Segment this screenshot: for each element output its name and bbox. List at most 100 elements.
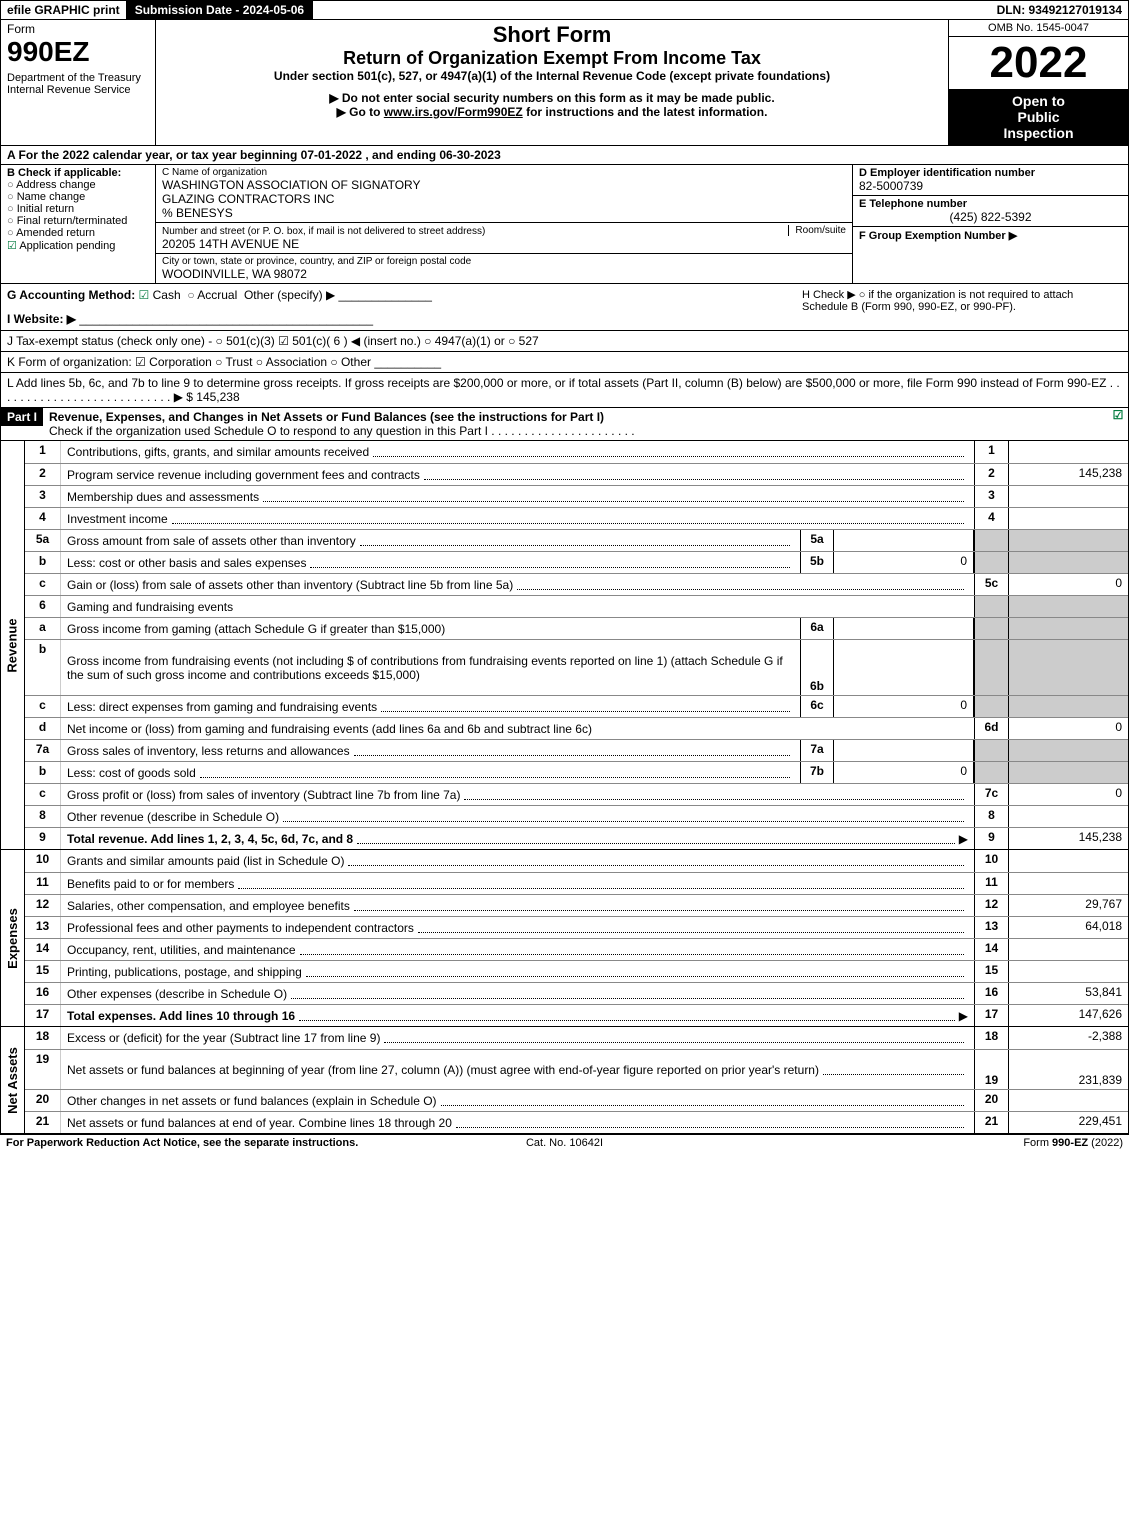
ln-6b-desc: Gross income from fundraising events (no…	[67, 654, 794, 682]
form-header: Form 990EZ Department of the Treasury In…	[0, 20, 1129, 146]
irs-label: Internal Revenue Service	[7, 84, 149, 96]
ln-15-rv	[1008, 961, 1128, 982]
k-text: K Form of organization: ☑ Corporation ○ …	[7, 355, 371, 369]
ln-9-rn: 9	[974, 828, 1008, 849]
ln-21-num: 21	[25, 1112, 61, 1133]
ln-4-num: 4	[25, 508, 61, 529]
ln-5c-rn: 5c	[974, 574, 1008, 595]
cb-address-change[interactable]: Address change	[7, 179, 149, 191]
ln-7b-rv	[1008, 762, 1128, 783]
ln-13-num: 13	[25, 917, 61, 938]
d-ein-block: D Employer identification number 82-5000…	[853, 165, 1128, 196]
ln-6a-mv	[834, 618, 974, 639]
ln-6b-rn	[974, 640, 1008, 695]
ln-7b-mv: 0	[834, 762, 974, 783]
footer-form-ref: Form 990-EZ (2022)	[751, 1137, 1123, 1149]
cb-final-return[interactable]: Final return/terminated	[7, 215, 149, 227]
row-g-h: G Accounting Method: Cash Accrual Other …	[0, 284, 1129, 331]
ln-6d-rn: 6d	[974, 718, 1008, 739]
ln-5a-num: 5a	[25, 530, 61, 551]
ln-20-rn: 20	[974, 1090, 1008, 1111]
footer-cat-no: Cat. No. 10642I	[378, 1137, 750, 1149]
ln-21-rn: 21	[974, 1112, 1008, 1133]
ln-6a-mn: 6a	[800, 618, 834, 639]
ln-8-num: 8	[25, 806, 61, 827]
ln-19-desc: Net assets or fund balances at beginning…	[67, 1063, 819, 1077]
cb-amended-return[interactable]: Amended return	[7, 227, 149, 239]
ln-6b-rv	[1008, 640, 1128, 695]
ln-15-num: 15	[25, 961, 61, 982]
ln-6b-mn: 6b	[800, 640, 834, 695]
ln-11-num: 11	[25, 873, 61, 894]
irs-link[interactable]: www.irs.gov/Form990EZ	[384, 105, 523, 119]
ln-6c-desc: Less: direct expenses from gaming and fu…	[67, 700, 377, 714]
ln-4ueblo-rv	[1008, 508, 1128, 529]
ln-5a-mn: 5a	[800, 530, 834, 551]
ln-11-desc: Benefits paid to or for members	[67, 877, 234, 891]
ln-6-rn	[974, 596, 1008, 617]
ln-8-rv	[1008, 806, 1128, 827]
ln-21-desc: Net assets or fund balances at end of ye…	[67, 1116, 452, 1130]
form-word: Form	[7, 22, 149, 36]
ln-17-rn: 17	[974, 1005, 1008, 1026]
short-form-title: Short Form	[162, 22, 942, 48]
ln-6-num: 6	[25, 596, 61, 617]
c-street-block: Number and street (or P. O. box, if mail…	[156, 223, 852, 254]
part-1-check-line: Check if the organization used Schedule …	[49, 424, 635, 438]
ln-5a-rv	[1008, 530, 1128, 551]
ln-20-desc: Other changes in net assets or fund bala…	[67, 1094, 437, 1108]
ln-5b-desc: Less: cost or other basis and sales expe…	[67, 556, 306, 570]
open-public-box: Open to Public Inspection	[949, 89, 1128, 145]
row-l: L Add lines 5b, 6c, and 7b to line 9 to …	[0, 373, 1129, 408]
ln-7a-rn	[974, 740, 1008, 761]
ln-9-num: 9	[25, 828, 61, 849]
ln-3-num: 3	[25, 486, 61, 507]
g-label: G Accounting Method:	[7, 288, 135, 302]
ln-14-desc: Occupancy, rent, utilities, and maintena…	[67, 943, 296, 957]
ln-7b-num: b	[25, 762, 61, 783]
ln-7c-rn: 7c	[974, 784, 1008, 805]
ln-7a-num: 7a	[25, 740, 61, 761]
cb-initial-return[interactable]: Initial return	[7, 203, 149, 215]
ln-7a-mv	[834, 740, 974, 761]
j-text: J Tax-exempt status (check only one) - ○…	[7, 334, 539, 348]
cb-accrual[interactable]: Accrual	[187, 288, 237, 302]
ln-20-rv	[1008, 1090, 1128, 1111]
column-b: B Check if applicable: Address change Na…	[1, 165, 156, 283]
box-b-c-d: B Check if applicable: Address change Na…	[0, 165, 1129, 284]
ln-6d-rv: 0	[1008, 718, 1128, 739]
ln-15-rn: 15	[974, 961, 1008, 982]
cb-name-change[interactable]: Name change	[7, 191, 149, 203]
cb-application-pending[interactable]: Application pending	[7, 239, 149, 252]
ln-20-num: 20	[25, 1090, 61, 1111]
ln-7b-desc: Less: cost of goods sold	[67, 766, 196, 780]
ln-5a-mv	[834, 530, 974, 551]
form-header-left: Form 990EZ Department of the Treasury In…	[1, 20, 156, 145]
column-d-e-f: D Employer identification number 82-5000…	[853, 165, 1128, 283]
ln-17-desc: Total expenses. Add lines 10 through 16	[67, 1009, 295, 1023]
ln-1-rv	[1008, 441, 1128, 463]
cb-cash[interactable]: Cash	[139, 288, 181, 302]
ln-7c-desc: Gross profit or (loss) from sales of inv…	[67, 788, 460, 802]
ln-17-rv: 147,626	[1008, 1005, 1128, 1026]
ln-6c-rv	[1008, 696, 1128, 717]
ln-6c-mn: 6c	[800, 696, 834, 717]
ln-2-desc: Program service revenue including govern…	[67, 468, 420, 482]
ln-7b-mn: 7b	[800, 762, 834, 783]
ln-14-rv	[1008, 939, 1128, 960]
column-c: C Name of organization WASHINGTON ASSOCI…	[156, 165, 853, 283]
ln-6b-num: b	[25, 640, 61, 695]
ln-6-rv	[1008, 596, 1128, 617]
ln-7a-rv	[1008, 740, 1128, 761]
ln-3-rn: 3	[974, 486, 1008, 507]
ln-12-desc: Salaries, other compensation, and employ…	[67, 899, 350, 913]
part-1-checkmark: ☑	[1108, 408, 1128, 440]
open-line-3: Inspection	[949, 125, 1128, 141]
ln-13-rv: 64,018	[1008, 917, 1128, 938]
ln-1-rn: 1	[974, 441, 1008, 463]
form-number: 990EZ	[7, 36, 149, 68]
ln-10-desc: Grants and similar amounts paid (list in…	[67, 854, 344, 868]
ln-6c-mv: 0	[834, 696, 974, 717]
row-k: K Form of organization: ☑ Corporation ○ …	[0, 352, 1129, 373]
goto-line: ▶ Go to www.irs.gov/Form990EZ for instru…	[162, 105, 942, 119]
